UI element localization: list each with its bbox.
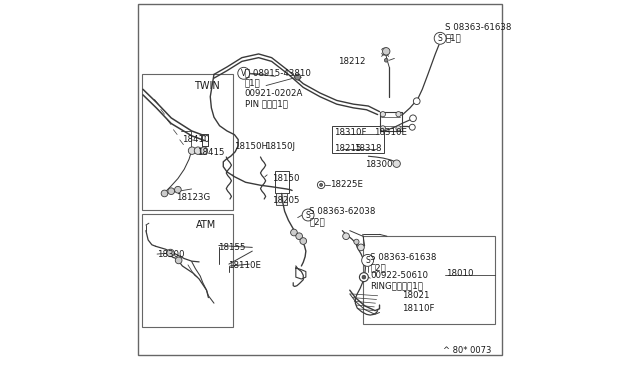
- Circle shape: [188, 147, 196, 154]
- Circle shape: [291, 229, 298, 236]
- Circle shape: [317, 181, 325, 189]
- Bar: [276, 193, 287, 205]
- Circle shape: [360, 273, 369, 282]
- Circle shape: [410, 124, 415, 130]
- Text: 18215: 18215: [334, 144, 362, 153]
- Text: 18155: 18155: [218, 243, 246, 252]
- Text: 00921-0202A
PIN ピン（1）: 00921-0202A PIN ピン（1）: [245, 89, 303, 108]
- Circle shape: [175, 257, 182, 264]
- Text: 18300: 18300: [157, 250, 185, 259]
- Circle shape: [413, 98, 420, 105]
- Text: 18310F: 18310F: [334, 128, 367, 137]
- Circle shape: [434, 32, 446, 44]
- Circle shape: [296, 233, 303, 240]
- Text: 18110E: 18110E: [228, 262, 262, 270]
- Text: 18150: 18150: [271, 174, 299, 183]
- Text: S: S: [438, 34, 442, 43]
- Text: Ⓥ 08915-43810
（1）: Ⓥ 08915-43810 （1）: [245, 68, 311, 88]
- Text: S: S: [365, 256, 370, 265]
- Circle shape: [161, 190, 168, 197]
- Circle shape: [380, 112, 385, 117]
- Text: S 08363-61638
（2）: S 08363-61638 （2）: [370, 253, 436, 272]
- Text: S: S: [306, 211, 310, 219]
- Text: 18150J: 18150J: [265, 142, 295, 151]
- Circle shape: [358, 244, 364, 251]
- Text: 18110F: 18110F: [402, 304, 435, 312]
- Text: ATM: ATM: [196, 220, 217, 230]
- Text: S 08363-61638
（1）: S 08363-61638 （1）: [445, 23, 512, 42]
- Text: 18410: 18410: [182, 135, 209, 144]
- Circle shape: [410, 115, 417, 122]
- Text: 18300: 18300: [365, 160, 392, 169]
- Circle shape: [238, 67, 250, 79]
- Text: 18010: 18010: [445, 269, 473, 278]
- Circle shape: [168, 188, 175, 195]
- Text: S 08363-62038
（2）: S 08363-62038 （2）: [309, 207, 376, 226]
- Text: 18310E: 18310E: [374, 128, 407, 137]
- Circle shape: [342, 233, 349, 240]
- Circle shape: [362, 254, 374, 266]
- Bar: [332, 126, 385, 153]
- Circle shape: [354, 239, 359, 244]
- Text: 18225E: 18225E: [330, 180, 364, 189]
- Text: ^ 80* 0073: ^ 80* 0073: [443, 346, 491, 355]
- Text: 18021: 18021: [402, 291, 429, 300]
- Circle shape: [175, 186, 181, 193]
- Circle shape: [362, 275, 365, 279]
- Text: 18123G: 18123G: [175, 193, 210, 202]
- Circle shape: [383, 48, 390, 55]
- Text: 18212: 18212: [338, 57, 365, 65]
- Bar: [275, 171, 289, 193]
- Circle shape: [396, 126, 401, 131]
- Bar: [363, 236, 495, 324]
- Text: 18318: 18318: [354, 144, 381, 153]
- Text: 18205: 18205: [271, 196, 299, 205]
- Bar: [142, 214, 234, 327]
- Circle shape: [319, 183, 323, 186]
- Circle shape: [385, 58, 388, 62]
- Circle shape: [302, 209, 314, 221]
- Bar: [142, 74, 234, 210]
- Circle shape: [200, 147, 207, 154]
- Circle shape: [167, 249, 174, 257]
- Text: V: V: [241, 69, 246, 78]
- Text: 18150H: 18150H: [234, 142, 268, 151]
- Circle shape: [300, 238, 307, 244]
- Circle shape: [294, 74, 301, 80]
- Circle shape: [380, 126, 385, 131]
- Text: 18415: 18415: [197, 148, 225, 157]
- Circle shape: [393, 160, 401, 167]
- Circle shape: [195, 147, 202, 154]
- Text: TWIN: TWIN: [194, 81, 220, 91]
- Text: 00922-50610
RINGリング（1）: 00922-50610 RINGリング（1）: [370, 271, 428, 291]
- Circle shape: [396, 112, 401, 117]
